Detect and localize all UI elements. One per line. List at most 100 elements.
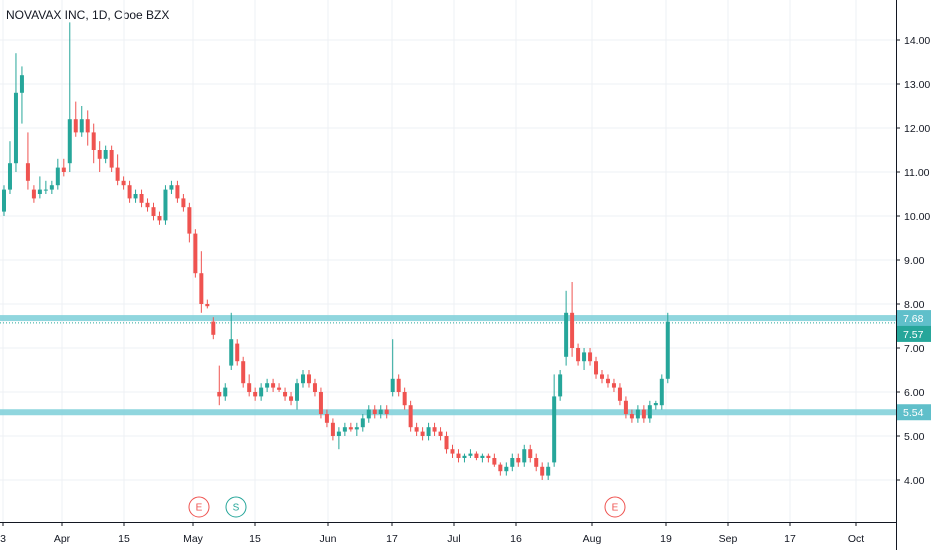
candle-body	[450, 449, 455, 454]
candle-body	[348, 427, 353, 430]
candle	[576, 343, 581, 366]
candle-body	[324, 414, 329, 423]
candle	[456, 449, 461, 463]
candle	[91, 123, 96, 164]
candle-body	[43, 189, 48, 191]
badge-label: 7.57	[903, 329, 924, 341]
candle	[342, 422, 347, 436]
candle	[151, 202, 156, 221]
candle	[306, 370, 311, 388]
candle	[354, 422, 359, 436]
x-tick-label: 16	[510, 533, 522, 545]
event-marker-split[interactable]: S	[225, 496, 247, 518]
candle	[617, 383, 622, 406]
candle-body	[25, 163, 30, 181]
candle-body	[181, 198, 186, 208]
candle	[49, 180, 54, 194]
candle	[295, 378, 300, 410]
candle	[570, 282, 575, 357]
candle	[522, 444, 527, 467]
price-badge: 7.68	[897, 310, 931, 327]
y-tick-label: 11.00	[904, 167, 930, 179]
candle	[611, 378, 616, 392]
candle	[145, 198, 150, 212]
candle-body	[19, 75, 24, 93]
candle-body	[402, 392, 407, 406]
price-badge: 5.54	[897, 404, 931, 421]
candle-body	[133, 194, 138, 199]
candle-body	[605, 378, 610, 384]
candle	[301, 370, 305, 388]
candle	[444, 431, 449, 454]
candle	[528, 444, 533, 463]
grid	[0, 0, 896, 522]
candle-body	[570, 312, 575, 348]
candle	[516, 453, 521, 467]
candle	[659, 374, 664, 410]
candle	[623, 396, 628, 419]
candle-body	[55, 167, 60, 186]
candle	[31, 185, 36, 203]
candle-body	[444, 436, 449, 450]
candle-body	[372, 409, 377, 414]
candle-body	[199, 273, 204, 304]
candle	[193, 229, 198, 278]
chart-title: NOVAVAX INC, 1D, Cboe BZX	[6, 8, 170, 22]
candle	[283, 387, 288, 401]
y-tick-label: 10.00	[904, 211, 930, 223]
candle	[318, 387, 323, 419]
marker-label: S	[233, 503, 240, 514]
candle	[665, 312, 670, 384]
event-marker-earnings[interactable]: E	[604, 496, 626, 518]
candle-body	[13, 92, 18, 164]
level-line[interactable]	[0, 315, 896, 322]
candle-body	[259, 387, 264, 397]
candle-body	[354, 427, 359, 430]
candle	[396, 374, 401, 397]
candle	[330, 418, 335, 441]
candle	[336, 427, 341, 450]
candle-body	[223, 387, 228, 397]
candle-body	[61, 167, 66, 172]
marker-circle	[188, 496, 210, 518]
candle	[402, 387, 407, 410]
candle-body	[396, 378, 401, 392]
candle	[211, 317, 216, 340]
x-tick-label: Oct	[848, 533, 864, 545]
candle	[187, 202, 192, 243]
candle-body	[271, 383, 276, 388]
candle-body	[342, 427, 347, 432]
candle-body	[306, 374, 311, 384]
candle-body	[665, 321, 670, 379]
candle	[37, 176, 42, 199]
candle	[265, 378, 270, 392]
y-tick-label: 5.00	[904, 431, 925, 443]
candle	[432, 422, 437, 436]
level-line[interactable]	[0, 409, 896, 416]
y-tick-label: 9.00	[904, 255, 925, 267]
candle	[157, 211, 162, 225]
event-marker-earnings[interactable]: E	[188, 496, 210, 518]
candle-body	[474, 453, 479, 458]
candle	[103, 145, 108, 164]
candle-body	[139, 194, 144, 203]
x-tick-label: 3	[0, 533, 6, 545]
candle	[163, 185, 168, 225]
candle-body	[432, 427, 437, 432]
candle-body	[277, 387, 282, 390]
candle-body	[414, 427, 419, 432]
candle	[139, 189, 144, 208]
candle-body	[85, 119, 90, 133]
candle-body	[336, 431, 341, 436]
candle-body	[617, 387, 622, 401]
candle	[109, 145, 114, 172]
candle-body	[103, 150, 108, 159]
y-tick-label: 8.00	[904, 299, 925, 311]
x-tick-label: Jun	[320, 533, 337, 545]
candle	[25, 132, 30, 190]
x-tick-label: 19	[660, 533, 672, 545]
candle	[540, 462, 545, 480]
candle	[504, 462, 509, 476]
candle-body	[7, 163, 12, 190]
